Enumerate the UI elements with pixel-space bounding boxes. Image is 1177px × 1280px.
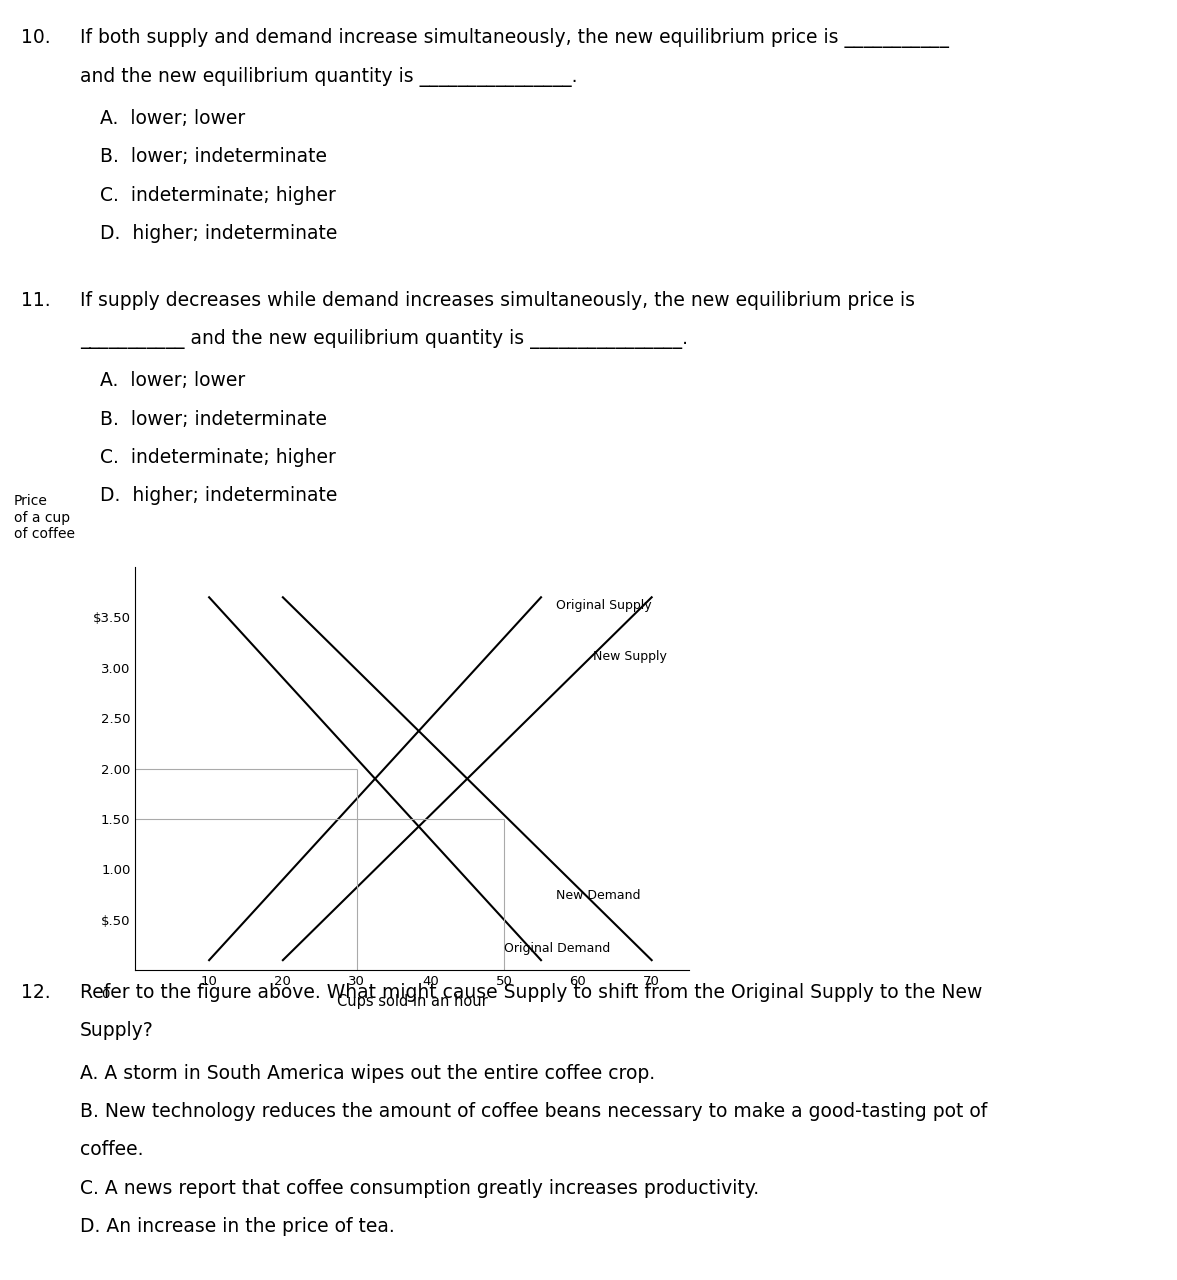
Text: and the new equilibrium quantity is ________________.: and the new equilibrium quantity is ____…	[80, 67, 578, 87]
Text: Original Supply: Original Supply	[556, 599, 651, 612]
Text: B. New technology reduces the amount of coffee beans necessary to make a good-ta: B. New technology reduces the amount of …	[80, 1102, 988, 1121]
Text: D.  higher; indeterminate: D. higher; indeterminate	[100, 486, 338, 506]
Text: coffee.: coffee.	[80, 1140, 144, 1160]
Text: Original Demand: Original Demand	[504, 942, 611, 955]
Text: B.  lower; indeterminate: B. lower; indeterminate	[100, 410, 327, 429]
Text: 12.: 12.	[21, 983, 51, 1002]
Text: Supply?: Supply?	[80, 1021, 154, 1041]
Text: A.  lower; lower: A. lower; lower	[100, 109, 245, 128]
Text: 11.: 11.	[21, 291, 51, 310]
Text: C.  indeterminate; higher: C. indeterminate; higher	[100, 186, 335, 205]
Text: Price
of a cup
of coffee: Price of a cup of coffee	[14, 494, 74, 541]
Text: Refer to the figure above. What might cause Supply to shift from the Original Su: Refer to the figure above. What might ca…	[80, 983, 983, 1002]
Text: B.  lower; indeterminate: B. lower; indeterminate	[100, 147, 327, 166]
Text: C. A news report that coffee consumption greatly increases productivity.: C. A news report that coffee consumption…	[80, 1179, 759, 1198]
Text: 10.: 10.	[21, 28, 51, 47]
Text: If supply decreases while demand increases simultaneously, the new equilibrium p: If supply decreases while demand increas…	[80, 291, 915, 310]
Text: A.  lower; lower: A. lower; lower	[100, 371, 245, 390]
Text: New Supply: New Supply	[593, 650, 666, 663]
X-axis label: Cups sold in an hour: Cups sold in an hour	[337, 993, 487, 1009]
Text: D. An increase in the price of tea.: D. An increase in the price of tea.	[80, 1217, 394, 1236]
Text: C.  indeterminate; higher: C. indeterminate; higher	[100, 448, 335, 467]
Text: New Demand: New Demand	[556, 888, 640, 901]
Text: ___________ and the new equilibrium quantity is ________________.: ___________ and the new equilibrium quan…	[80, 329, 689, 349]
Text: 0: 0	[101, 988, 109, 1001]
Text: If both supply and demand increase simultaneously, the new equilibrium price is : If both supply and demand increase simul…	[80, 28, 949, 49]
Text: D.  higher; indeterminate: D. higher; indeterminate	[100, 224, 338, 243]
Text: A. A storm in South America wipes out the entire coffee crop.: A. A storm in South America wipes out th…	[80, 1064, 656, 1083]
